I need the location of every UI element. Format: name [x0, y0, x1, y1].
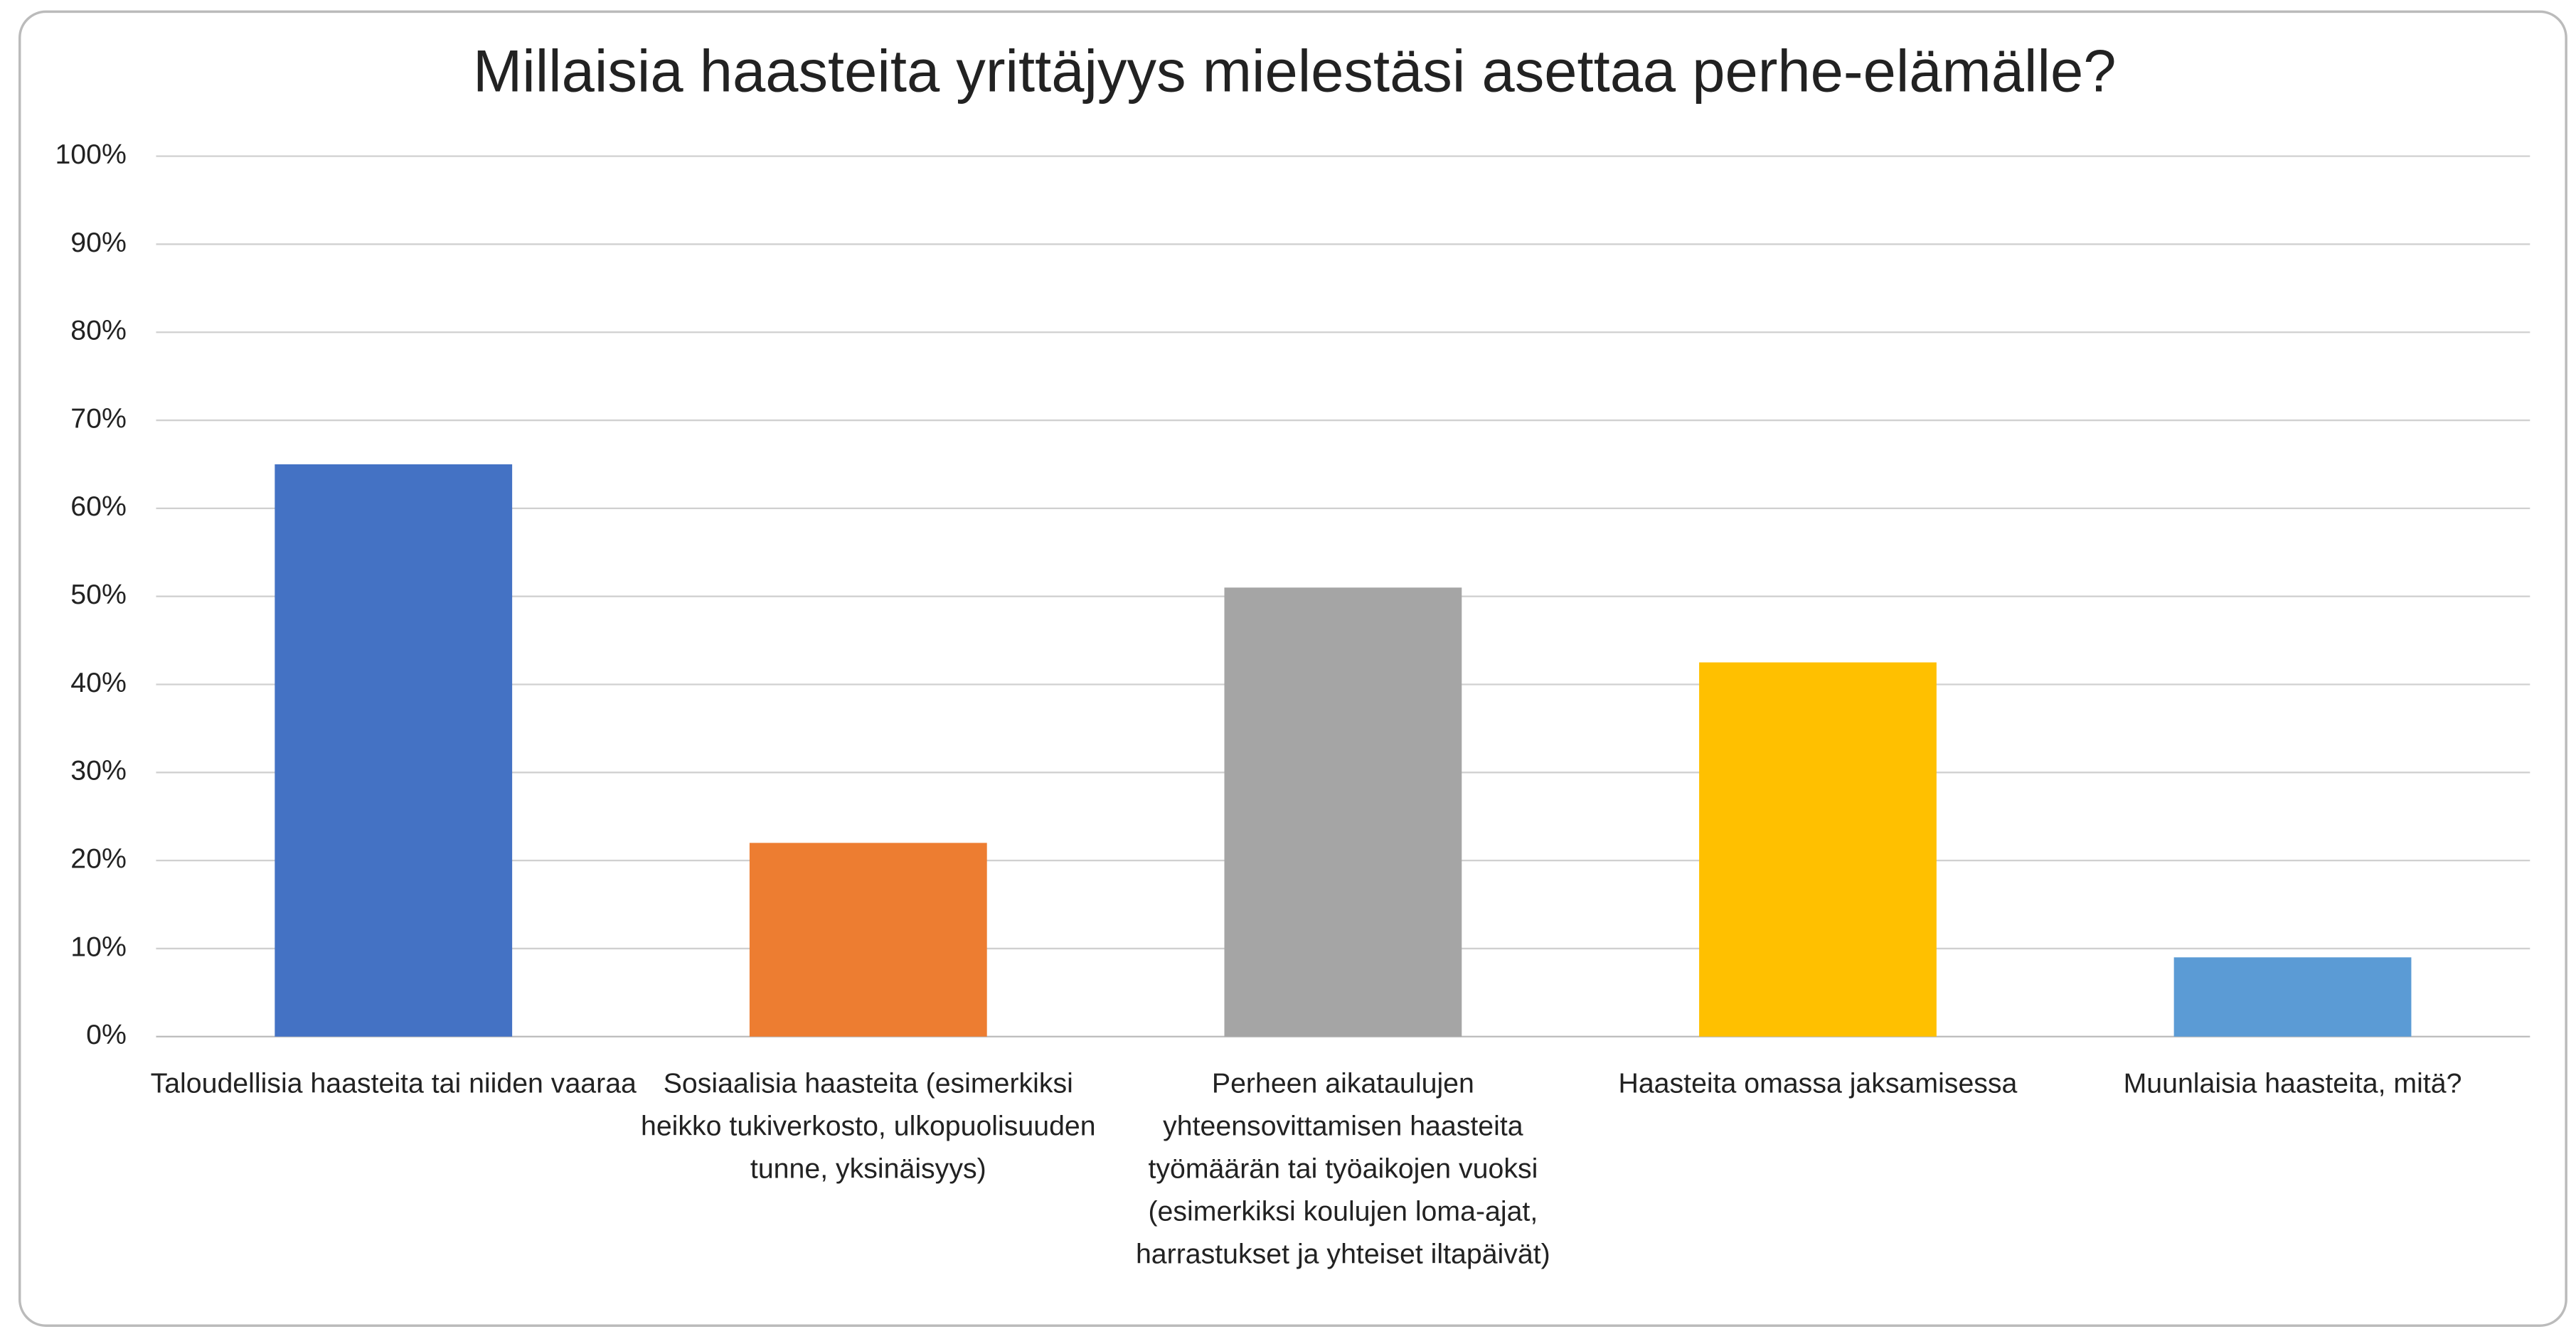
- x-tick-label: Haasteita omassa jaksamisessa: [1618, 1067, 2018, 1099]
- bar: [1224, 587, 1462, 1037]
- y-tick-label: 40%: [70, 667, 127, 698]
- x-tick-label: Muunlaisia haasteita, mitä?: [2123, 1067, 2462, 1099]
- x-tick-label: Perheen aikataulujen yhteensovittamisen …: [1135, 1067, 1550, 1270]
- y-tick-label: 50%: [70, 579, 127, 610]
- y-tick-label: 90%: [70, 227, 127, 258]
- chart-title: Millaisia haasteita yrittäjyys mielestäs…: [473, 38, 2116, 104]
- y-tick-label: 20%: [70, 843, 127, 874]
- y-tick-label: 80%: [70, 315, 127, 346]
- y-tick-label: 0%: [86, 1019, 127, 1050]
- x-tick-label-box: Sosiaalisia haasteita (esimerkiksi heikk…: [640, 1067, 1096, 1185]
- y-tick-label: 10%: [70, 931, 127, 962]
- x-tick-label-box: Muunlaisia haasteita, mitä?: [2123, 1067, 2462, 1099]
- y-tick-label: 60%: [70, 491, 127, 522]
- x-tick-label: Sosiaalisia haasteita (esimerkiksi heikk…: [640, 1067, 1096, 1185]
- y-tick-label: 70%: [70, 402, 127, 434]
- x-tick-label: Taloudellisia haasteita tai niiden vaara…: [150, 1067, 637, 1099]
- bar: [2173, 957, 2412, 1037]
- x-tick-label-box: Perheen aikataulujen yhteensovittamisen …: [1135, 1067, 1550, 1270]
- x-tick-label-box: Haasteita omassa jaksamisessa: [1618, 1067, 2018, 1099]
- y-tick-label: 30%: [70, 755, 127, 786]
- y-tick-label: 100%: [55, 139, 126, 170]
- bar: [749, 843, 987, 1037]
- x-tick-label-box: Taloudellisia haasteita tai niiden vaara…: [150, 1067, 637, 1099]
- bar: [275, 464, 513, 1037]
- bar: [1699, 662, 1937, 1037]
